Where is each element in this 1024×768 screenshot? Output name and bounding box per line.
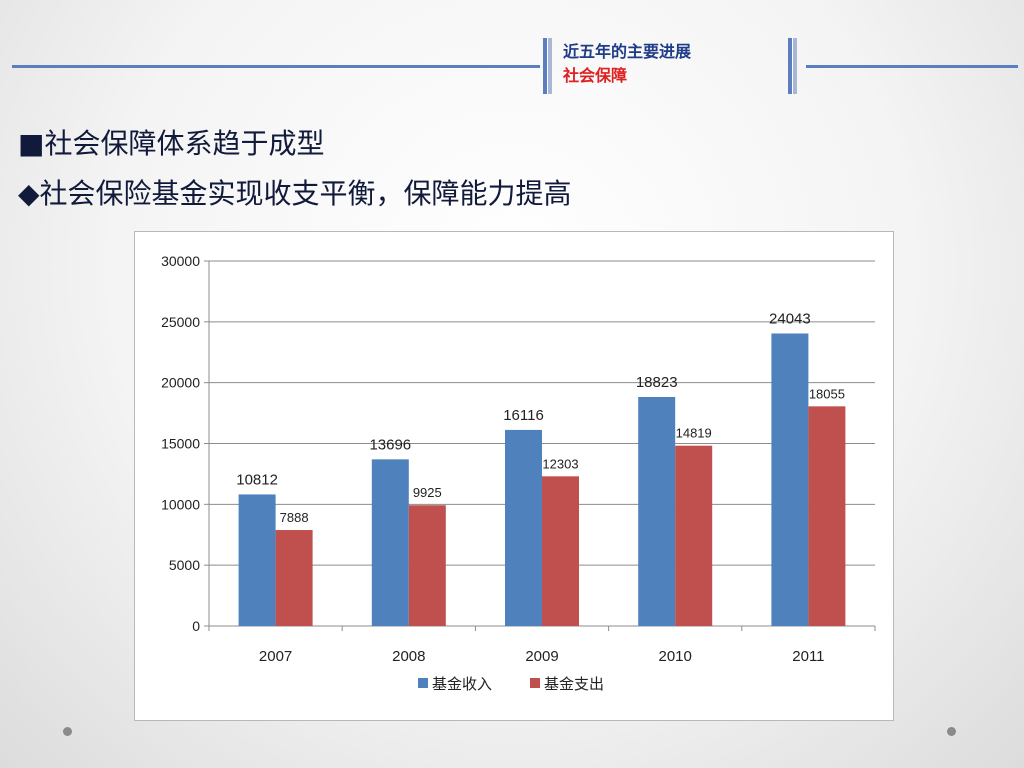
bullet-point-1: ■社会保障体系趋于成型 <box>18 127 325 160</box>
header-bracket-left <box>543 38 552 94</box>
bar-expense-2007 <box>275 530 313 626</box>
x-tick-label-2011: 2011 <box>792 648 824 665</box>
bullet-point-2: ◆社会保险基金实现收支平衡，保障能力提高 <box>18 177 572 210</box>
y-tick-label-0: 0 <box>192 618 200 634</box>
data-label-expense-2008: 9925 <box>413 485 442 500</box>
bar-income-2009 <box>505 429 542 626</box>
slide-decoration-dot-right <box>947 727 956 736</box>
section-title: 近五年的主要进展 <box>563 42 692 61</box>
bar-expense-2010 <box>675 445 713 626</box>
x-tick-label-2010: 2010 <box>659 648 692 665</box>
x-tick-label-2009: 2009 <box>525 648 558 665</box>
bar-expense-2009 <box>542 476 579 626</box>
bar-expense-2008 <box>408 505 446 626</box>
data-label-expense-2009: 12303 <box>542 456 578 471</box>
data-label-income-2007: 10812 <box>236 471 278 488</box>
legend-label-expense: 基金支出 <box>544 676 604 693</box>
y-tick-label-1: 5000 <box>169 557 200 573</box>
y-tick-label-2: 10000 <box>161 496 200 512</box>
x-tick-label-2007: 2007 <box>259 648 292 665</box>
legend-swatch-expense <box>530 678 540 688</box>
y-tick-label-5: 25000 <box>161 314 200 330</box>
data-label-income-2008: 13696 <box>369 436 411 453</box>
y-tick-label-6: 30000 <box>161 253 200 269</box>
chart-container: 0 5000 10000 15000 20000 25000 30000 2007 10812 7… <box>134 231 894 721</box>
legend-label-income: 基金收入 <box>432 676 492 693</box>
legend-swatch-income <box>418 678 428 688</box>
data-label-income-2011: 24043 <box>769 310 811 327</box>
data-label-income-2010: 18823 <box>636 374 678 391</box>
header-rule-right <box>806 65 1018 68</box>
y-tick-label-3: 15000 <box>161 436 200 452</box>
bar-income-2011 <box>771 333 809 626</box>
bar-expense-2011 <box>808 406 846 626</box>
data-label-expense-2011: 18055 <box>809 386 845 401</box>
y-tick-label-4: 20000 <box>161 375 200 391</box>
data-label-expense-2010: 14819 <box>676 426 712 441</box>
data-label-expense-2007: 7888 <box>280 510 309 525</box>
bar-income-2007 <box>238 494 276 626</box>
bar-income-2010 <box>638 396 676 626</box>
bar-chart: 0 5000 10000 15000 20000 25000 30000 2007 10812 7… <box>161 253 876 693</box>
slide-decoration-dot-left <box>63 727 72 736</box>
header-title-block: 近五年的主要进展 社会保障 <box>563 40 783 88</box>
x-tick-label-2008: 2008 <box>392 648 425 665</box>
header-rule-left <box>12 65 540 68</box>
section-subtitle: 社会保障 <box>563 66 628 85</box>
data-label-income-2009: 16116 <box>503 407 544 424</box>
bar-income-2008 <box>371 459 409 626</box>
header-bracket-right <box>788 38 797 94</box>
